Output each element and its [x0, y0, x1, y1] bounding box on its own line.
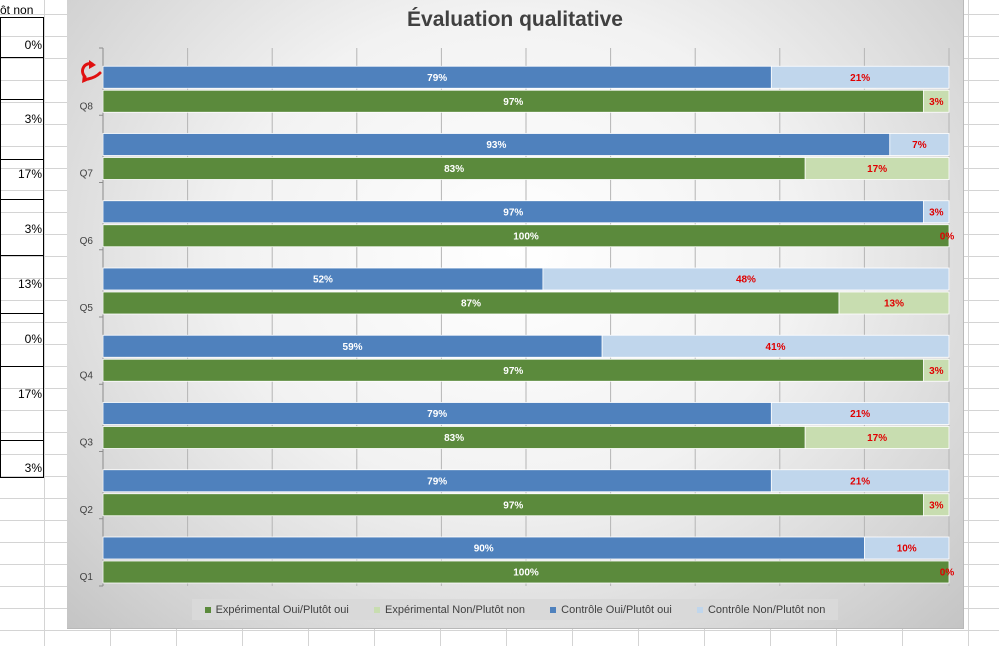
bar-controle-non — [864, 536, 950, 560]
data-label-controle-oui: 52% — [313, 275, 333, 286]
data-label-experimental-oui: 100% — [513, 568, 539, 579]
bar-controle-non — [601, 334, 950, 358]
bar-controle-non — [770, 402, 950, 425]
chart-area[interactable]: Évaluation qualitative 90% 10% 100% 0% Q1 79%… — [67, 0, 964, 629]
bar-experimental-non — [923, 358, 950, 382]
legend-entry[interactable]: Contrôle Non/Plutôt non — [696, 603, 826, 616]
data-label-controle-non: 41% — [766, 342, 786, 353]
y-tick-label: Q4 — [80, 370, 94, 381]
sheet-cell-value[interactable]: 0% — [24, 38, 42, 52]
data-label-experimental-non: 17% — [867, 433, 887, 444]
data-label-controle-oui: 97% — [503, 207, 523, 218]
data-label-experimental-oui: 97% — [503, 366, 523, 377]
data-label-experimental-non: 3% — [929, 366, 944, 377]
data-label-experimental-oui: 83% — [444, 433, 464, 444]
data-label-controle-oui: 79% — [427, 476, 447, 487]
plot-area: 90% 10% 100% 0% Q1 79% 21% 97% 3% Q2 79% 21% 83% 17% Q… — [80, 47, 955, 587]
sheet-header-text: ôt non — [0, 3, 34, 17]
bar-experimental-non — [804, 426, 950, 449]
data-label-controle-non: 21% — [850, 73, 870, 84]
y-tick-label: Q6 — [80, 236, 94, 247]
data-label-controle-non: 21% — [850, 476, 870, 487]
bar-experimental-non — [804, 157, 950, 180]
bar-experimental-non — [923, 493, 950, 517]
sheet-range-border — [0, 17, 44, 478]
legend-entry[interactable]: Contrôle Oui/Plutôt oui — [550, 604, 672, 616]
data-label-experimental-non: 17% — [867, 164, 887, 175]
data-label-experimental-oui: 87% — [461, 299, 481, 310]
y-tick-label: Q7 — [80, 169, 94, 180]
data-label-controle-oui: 79% — [427, 409, 447, 420]
sheet-cell-value[interactable]: 3% — [24, 112, 42, 126]
data-label-controle-non: 10% — [897, 544, 917, 555]
bar-controle-non — [889, 133, 950, 156]
bar-experimental-oui — [102, 560, 950, 584]
legend-label: Contrôle Oui/Plutôt oui — [561, 603, 672, 616]
sheet-cell-value[interactable]: 17% — [17, 387, 42, 401]
bar-experimental-non — [838, 291, 950, 315]
data-label-experimental-oui: 97% — [503, 500, 523, 511]
legend[interactable]: Expérimental Oui/Plutôt oui Expérimental … — [192, 599, 838, 620]
sheet-cell-value[interactable]: 3% — [24, 222, 42, 236]
data-label-controle-oui: 93% — [486, 140, 506, 151]
legend-swatch-icon — [696, 606, 703, 613]
data-label-controle-oui: 59% — [343, 342, 363, 353]
y-tick-label: Q5 — [80, 303, 94, 314]
data-label-experimental-non: 0% — [940, 231, 955, 242]
data-label-experimental-oui: 97% — [503, 97, 523, 108]
data-label-experimental-non: 0% — [940, 568, 955, 579]
bar-experimental-non — [923, 89, 950, 113]
legend-swatch-icon — [204, 606, 211, 613]
legend-entry[interactable]: Expérimental Non/Plutôt non — [374, 604, 525, 616]
bar-experimental-oui — [102, 224, 950, 248]
legend-swatch-icon — [374, 606, 380, 613]
sheet-cell-value[interactable]: 3% — [24, 461, 42, 475]
data-label-controle-oui: 90% — [474, 544, 494, 555]
y-tick-label: Q2 — [80, 505, 94, 516]
data-label-controle-non: 21% — [850, 409, 870, 420]
bar-controle-non — [770, 65, 950, 89]
data-label-controle-oui: 79% — [427, 73, 447, 84]
legend-swatch-icon — [550, 606, 557, 613]
data-label-experimental-oui: 100% — [513, 231, 539, 242]
chart-title: Évaluation qualitative — [407, 8, 623, 31]
sheet-cell-value[interactable]: 0% — [24, 332, 42, 346]
data-label-experimental-non: 3% — [929, 500, 944, 511]
data-label-controle-non: 48% — [736, 275, 756, 286]
sheet-cell-value[interactable]: 13% — [17, 277, 42, 291]
legend-label: Contrôle Non/Plutôt non — [707, 603, 826, 616]
bar-controle-non — [770, 469, 950, 493]
data-label-controle-non: 7% — [912, 140, 927, 151]
y-tick-label: Q8 — [80, 101, 94, 112]
y-tick-label: Q3 — [80, 438, 94, 449]
legend-label: Expérimental Non/Plutôt non — [385, 603, 526, 616]
rotate-arrow-icon — [81, 60, 102, 83]
data-label-experimental-oui: 83% — [444, 164, 464, 175]
bar-controle-non — [542, 267, 950, 291]
legend-entry[interactable]: Expérimental Oui/Plutôt oui — [204, 603, 349, 616]
legend-label: Expérimental Oui/Plutôt oui — [215, 603, 349, 616]
data-label-controle-non: 3% — [929, 207, 944, 218]
bar-controle-non — [923, 200, 950, 224]
data-label-experimental-non: 13% — [884, 299, 904, 310]
data-label-experimental-non: 3% — [929, 97, 944, 108]
y-tick-label: Q1 — [80, 572, 94, 583]
sheet-cell-value[interactable]: 17% — [17, 167, 42, 181]
